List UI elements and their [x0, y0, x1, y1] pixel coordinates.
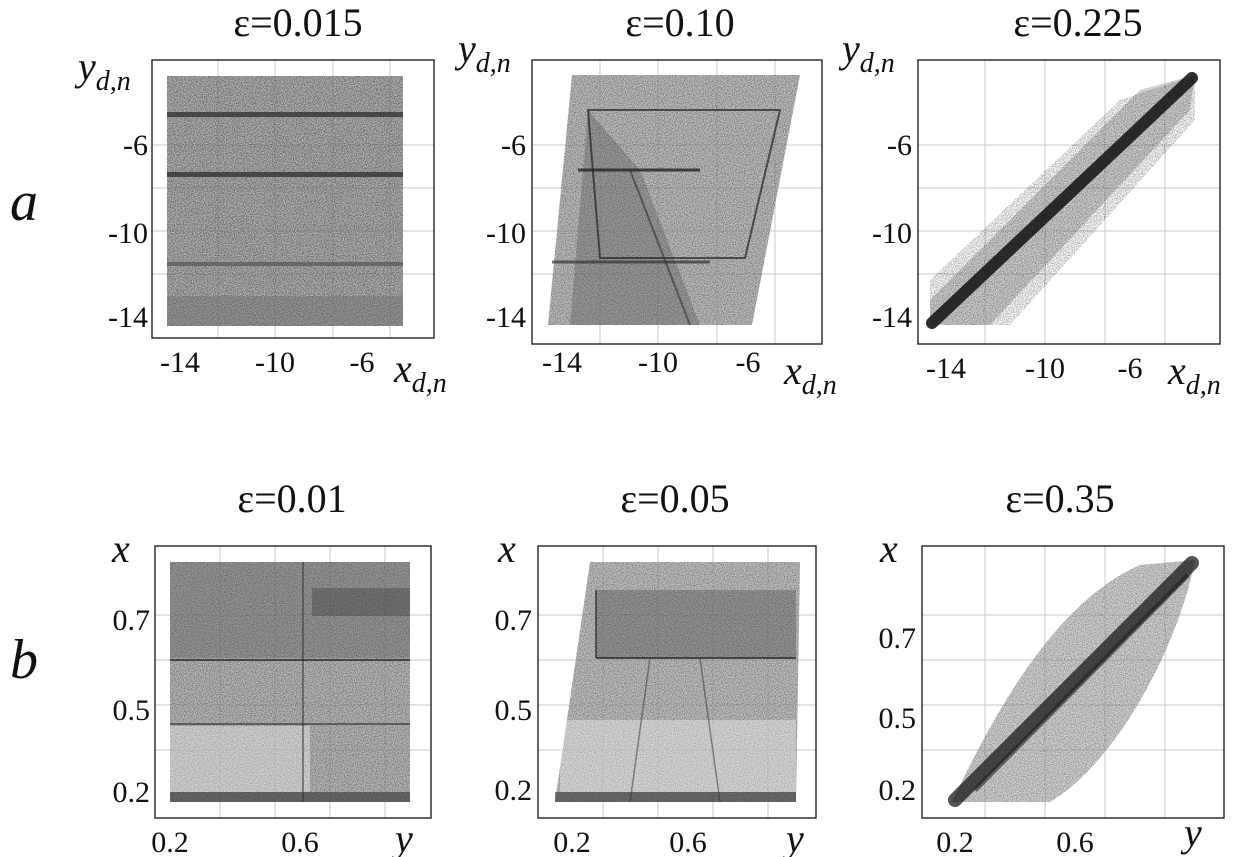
- block: [560, 720, 796, 792]
- x-axis-label: xd,n: [393, 346, 447, 399]
- y-tick-label: -6: [501, 129, 526, 162]
- y-tick-label: 0.5: [495, 694, 533, 727]
- x-tick-label: -6: [1118, 352, 1143, 385]
- diagonal-band: [973, 573, 1190, 792]
- y-tick-label: -14: [108, 301, 148, 334]
- diagonal-band: [926, 72, 1198, 329]
- divider: [629, 657, 651, 803]
- substructure: [586, 109, 782, 259]
- y-axis-label: x: [111, 526, 130, 571]
- x-tick-label: 0.6: [281, 826, 319, 857]
- x-tick-label: 0.2: [151, 826, 189, 857]
- band: [167, 262, 403, 266]
- x-tick-label: 0.2: [553, 826, 591, 857]
- frame: [154, 545, 432, 819]
- y-tick-label: 0.2: [879, 774, 917, 807]
- y-axis-label: x: [879, 526, 898, 571]
- block: [596, 590, 796, 658]
- y-tick-label: -10: [108, 217, 148, 250]
- density-grain: [170, 562, 410, 802]
- frame: [531, 59, 823, 345]
- x-tick-label: -6: [736, 346, 761, 379]
- x-axis-label: xd,n: [783, 348, 837, 401]
- x-tick-label: -14: [542, 346, 582, 379]
- block: [170, 792, 410, 802]
- y-tick-label: -10: [872, 217, 912, 250]
- y-tick-label: 0.5: [113, 694, 151, 727]
- x-tick-label: -10: [255, 346, 295, 379]
- y-tick-label: 0.2: [113, 776, 151, 809]
- panel-title: ε=0.05: [620, 476, 729, 521]
- band: [167, 112, 403, 117]
- panel-b3: ε=0.35 x 0.7 0.5 0.2 0.2 0.6 y: [879, 476, 1225, 857]
- band: [167, 172, 403, 177]
- density-grain: [167, 76, 403, 326]
- x-tick-label: -10: [1025, 352, 1065, 385]
- y-axis-label: x: [497, 526, 516, 571]
- y-tick-label: -6: [123, 129, 148, 162]
- diagonal-band: [948, 556, 1199, 807]
- block: [555, 792, 796, 802]
- block: [170, 726, 310, 792]
- frame: [537, 545, 817, 819]
- x-axis-label: y: [782, 816, 804, 857]
- y-tick-label: -14: [872, 301, 912, 334]
- y-tick-label: 0.5: [879, 702, 917, 735]
- y-tick-label: -14: [486, 301, 526, 334]
- y-axis-label: yd,n: [838, 26, 895, 79]
- panel-b2: ε=0.05 x 0.7 0.5 0.2 0.2 0.6 y: [495, 476, 817, 857]
- x-tick-label: 0.6: [669, 826, 707, 857]
- y-tick-label: 0.7: [113, 604, 151, 637]
- substructure: [570, 110, 700, 325]
- x-axis-label: y: [1180, 810, 1202, 855]
- frame: [151, 59, 435, 339]
- block: [312, 588, 410, 616]
- y-tick-label: 0.7: [879, 622, 917, 655]
- panel-a2: ε=0.10 yd,n -6 -10 -14 -14 -10 -6 xd,n: [454, 0, 837, 401]
- y-axis-label: yd,n: [74, 44, 131, 97]
- x-tick-label: -14: [926, 352, 966, 385]
- row-label-a: a: [10, 171, 38, 233]
- frame: [921, 545, 1225, 819]
- y-tick-label: -10: [486, 217, 526, 250]
- panel-title: ε=0.10: [625, 0, 734, 45]
- block: [170, 562, 410, 658]
- x-axis-label: y: [391, 816, 413, 857]
- frame: [917, 59, 1221, 345]
- y-tick-label: 0.7: [495, 604, 533, 637]
- panel-title: ε=0.35: [1005, 476, 1114, 521]
- panel-title: ε=0.01: [237, 476, 346, 521]
- substructure: [629, 169, 691, 326]
- panel-title: ε=0.225: [1013, 0, 1142, 45]
- row-label-b: b: [10, 629, 38, 691]
- panel-title: ε=0.015: [233, 0, 362, 45]
- x-tick-label: 0.2: [936, 826, 974, 857]
- x-tick-label: 0.6: [1056, 826, 1094, 857]
- y-tick-label: 0.2: [495, 774, 533, 807]
- x-tick-label: -10: [638, 346, 678, 379]
- panel-a1: ε=0.015 yd,n -6 -10 -14 -14 -10 -6 xd,n: [74, 0, 447, 399]
- divider: [699, 657, 721, 803]
- density-grain: [555, 562, 800, 802]
- y-axis-label: yd,n: [454, 26, 511, 79]
- x-tick-label: -6: [350, 346, 375, 379]
- y-tick-label: -6: [887, 129, 912, 162]
- x-axis-label: xd,n: [1167, 348, 1221, 401]
- panel-a3: ε=0.225 yd,n -6 -10 -14 -14 -10 -6 xd,n: [838, 0, 1221, 401]
- x-tick-label: -14: [160, 346, 200, 379]
- panel-b1: ε=0.01 x 0.7 0.5 0.2 0.2 0.6 y: [111, 476, 432, 857]
- band: [167, 296, 403, 326]
